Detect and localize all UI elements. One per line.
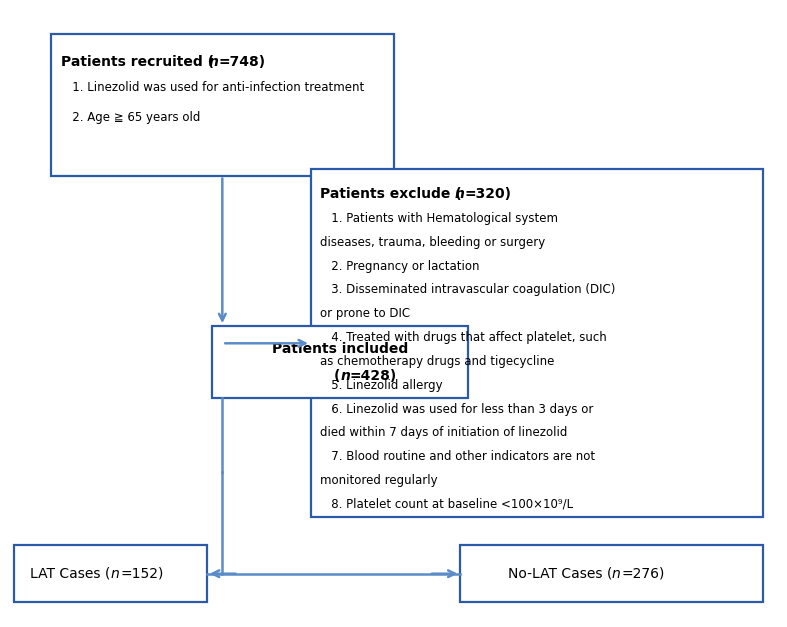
Text: Patients exclude (: Patients exclude ( <box>320 187 462 201</box>
Bar <box>212 326 468 398</box>
Text: =748): =748) <box>219 55 266 68</box>
Text: =428): =428) <box>350 369 397 382</box>
Text: monitored regularly: monitored regularly <box>320 474 438 487</box>
Text: 1. Patients with Hematological system: 1. Patients with Hematological system <box>320 212 558 225</box>
Text: 6. Linezolid was used for less than 3 days or: 6. Linezolid was used for less than 3 da… <box>320 403 593 416</box>
Bar <box>51 34 394 176</box>
Text: 7. Blood routine and other indicators are not: 7. Blood routine and other indicators ar… <box>320 450 596 463</box>
Text: (: ( <box>334 369 340 382</box>
Text: 8. Platelet count at baseline <100×10⁹/L: 8. Platelet count at baseline <100×10⁹/L <box>320 498 574 511</box>
Text: n: n <box>340 369 350 382</box>
Text: 4. Treated with drugs that affect platelet, such: 4. Treated with drugs that affect platel… <box>320 331 607 344</box>
Text: =152): =152) <box>120 567 164 581</box>
Text: died within 7 days of initiation of linezolid: died within 7 days of initiation of line… <box>320 426 567 440</box>
Text: or prone to DIC: or prone to DIC <box>320 307 411 320</box>
Text: No-LAT Cases (: No-LAT Cases ( <box>508 567 612 581</box>
Bar <box>460 545 763 602</box>
Text: 2. Pregnancy or lactation: 2. Pregnancy or lactation <box>320 260 480 273</box>
Text: diseases, trauma, bleeding or surgery: diseases, trauma, bleeding or surgery <box>320 236 545 249</box>
Text: LAT Cases (: LAT Cases ( <box>30 567 110 581</box>
Text: as chemotherapy drugs and tigecycline: as chemotherapy drugs and tigecycline <box>320 355 555 368</box>
Text: n: n <box>454 187 464 201</box>
Text: n: n <box>209 55 219 68</box>
Text: n: n <box>612 567 621 581</box>
Text: 1. Linezolid was used for anti-infection treatment: 1. Linezolid was used for anti-infection… <box>61 81 364 94</box>
Text: Patients recruited (: Patients recruited ( <box>61 55 213 68</box>
Text: 5. Linezolid allergy: 5. Linezolid allergy <box>320 379 443 392</box>
Text: =276): =276) <box>622 567 665 581</box>
Text: Patients included: Patients included <box>272 342 408 356</box>
Text: 3. Disseminated intravascular coagulation (DIC): 3. Disseminated intravascular coagulatio… <box>320 283 615 297</box>
Text: =320): =320) <box>464 187 512 201</box>
Text: 2. Age ≧ 65 years old: 2. Age ≧ 65 years old <box>61 111 200 124</box>
Text: n: n <box>110 567 120 581</box>
Bar <box>311 169 763 517</box>
Bar <box>14 545 207 602</box>
